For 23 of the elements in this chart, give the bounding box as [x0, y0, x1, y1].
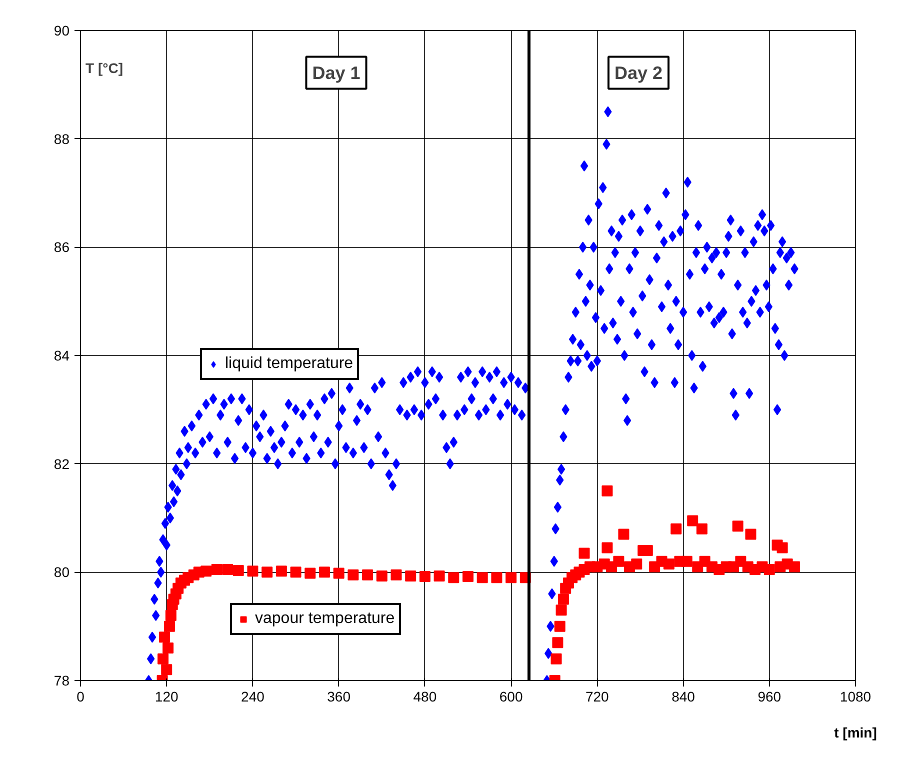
annotation: Day 2	[614, 62, 663, 83]
x-tick-label: 0	[76, 688, 85, 704]
legend-label: liquid temperature	[225, 355, 354, 373]
x-tick-label: 600	[499, 688, 523, 704]
y-axis-title: T [°C]	[86, 60, 123, 76]
x-axis-title: t [min]	[834, 724, 877, 740]
y-tick-label: 78	[54, 672, 70, 688]
x-tick-label: 360	[327, 688, 351, 704]
y-tick-label: 88	[54, 130, 70, 147]
x-tick-label: 720	[585, 688, 610, 704]
x-tick-label: 840	[672, 688, 696, 704]
y-tick-label: 84	[54, 348, 70, 364]
y-tick-label: 86	[54, 239, 70, 256]
x-tick-label: 240	[241, 688, 265, 704]
x-tick-label: 1080	[840, 688, 872, 704]
x-tick-label: 960	[758, 688, 782, 704]
x-tick-label: 480	[413, 688, 437, 704]
x-tick-label: 120	[154, 688, 179, 704]
y-tick-label: 80	[54, 564, 70, 580]
legend-label: vapour temperature	[255, 610, 395, 628]
y-tick-label: 90	[54, 22, 70, 38]
y-tick-label: 82	[54, 456, 70, 472]
annotation: Day 1	[312, 62, 360, 83]
